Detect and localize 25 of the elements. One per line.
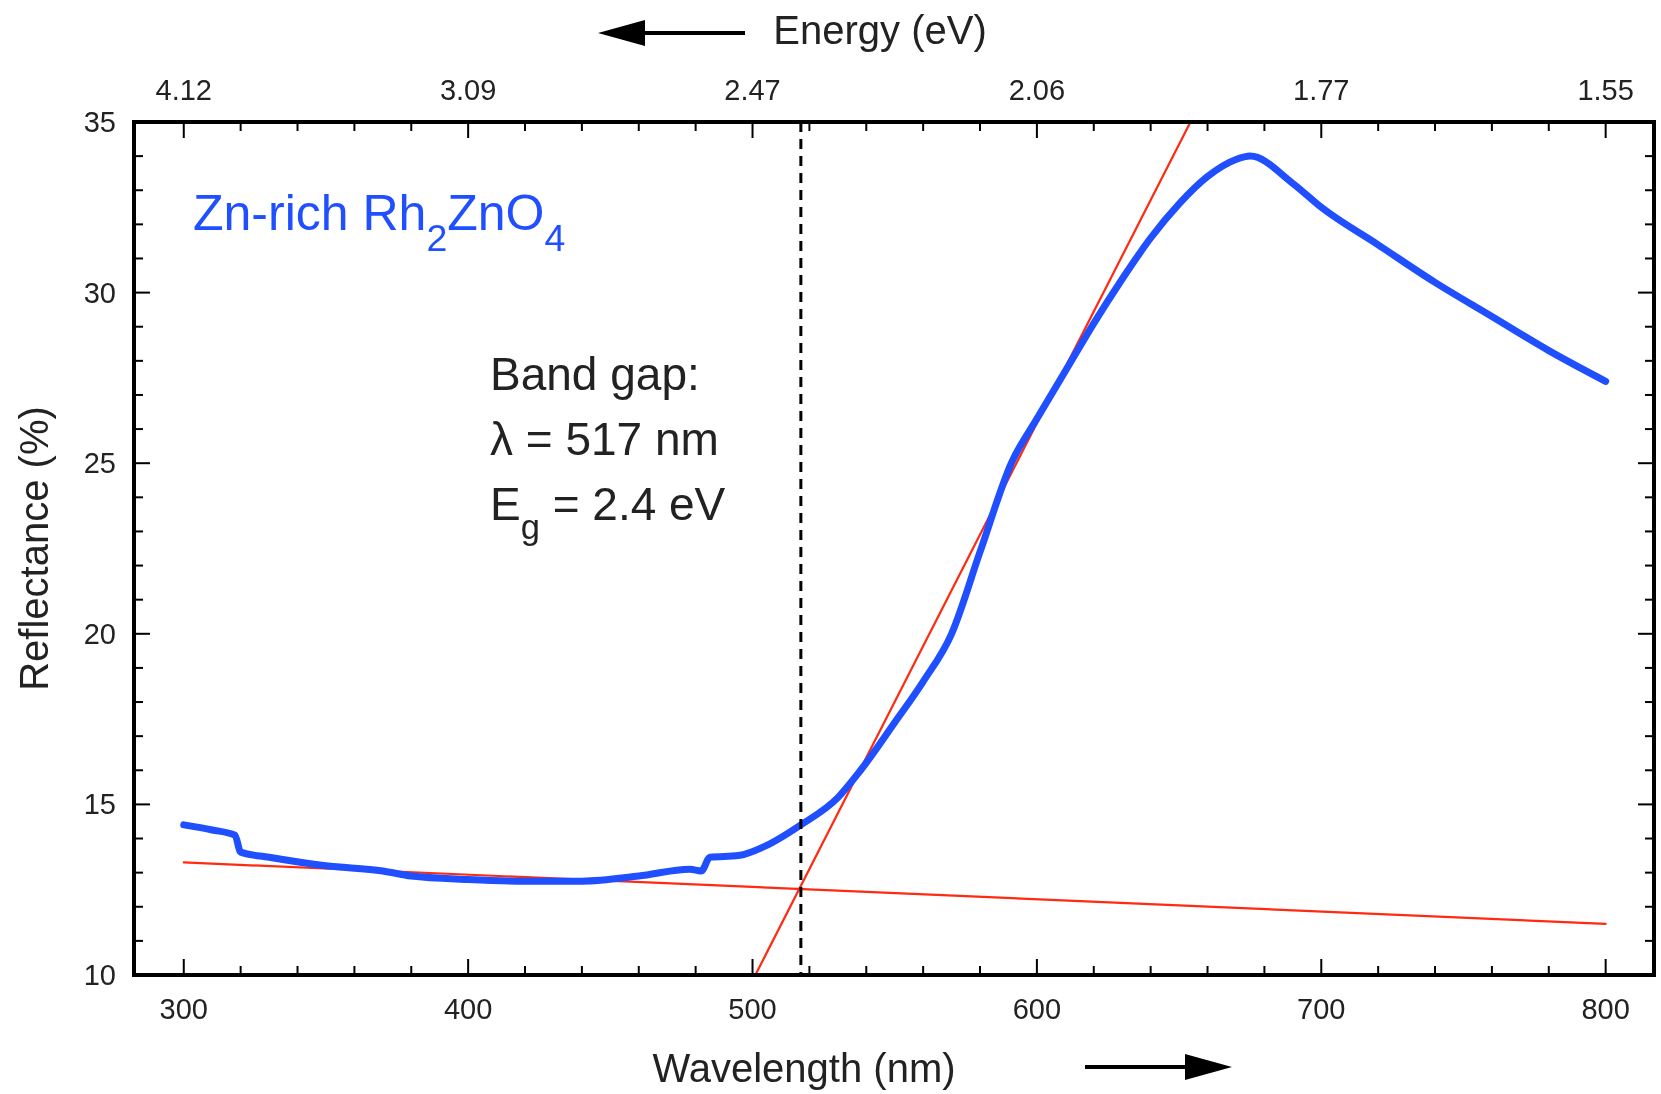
x-axis-title: Wavelength (nm) [652,1046,956,1090]
y-tick-label: 20 [83,617,116,650]
y-tick-label: 10 [83,959,116,991]
y-tick-label: 30 [83,276,116,309]
x-tick-label: 800 [1581,993,1630,1025]
text: 1.55 [1577,74,1634,106]
x-tick-label: 700 [1297,993,1346,1025]
x-tick-label: 300 [159,993,208,1025]
text: 4.12 [155,74,212,106]
x-tick-label: 500 [728,993,777,1025]
y-tick-label: 25 [83,447,116,480]
text: 1.77 [1293,74,1350,106]
annotation: E$_{g}$ = 2.4 eV [490,478,726,546]
x-tick-label: 600 [1012,993,1062,1025]
x-tick-label: 400 [443,993,493,1025]
annotation: λ = 517 nm [490,413,719,465]
y-axis-title: Reflectance (%) [12,406,56,691]
y-tick-label: 35 [83,106,116,138]
text: 2.06 [1008,74,1066,106]
text: 2.47 [724,74,781,106]
y-tick-label: 15 [83,788,116,821]
text: Zn-rich Rh$_{2}$ZnO$_{4}$ [193,185,566,259]
text: Energy (eV) [773,8,987,52]
annotation: Band gap: [490,348,700,400]
text: 3.09 [439,74,497,106]
